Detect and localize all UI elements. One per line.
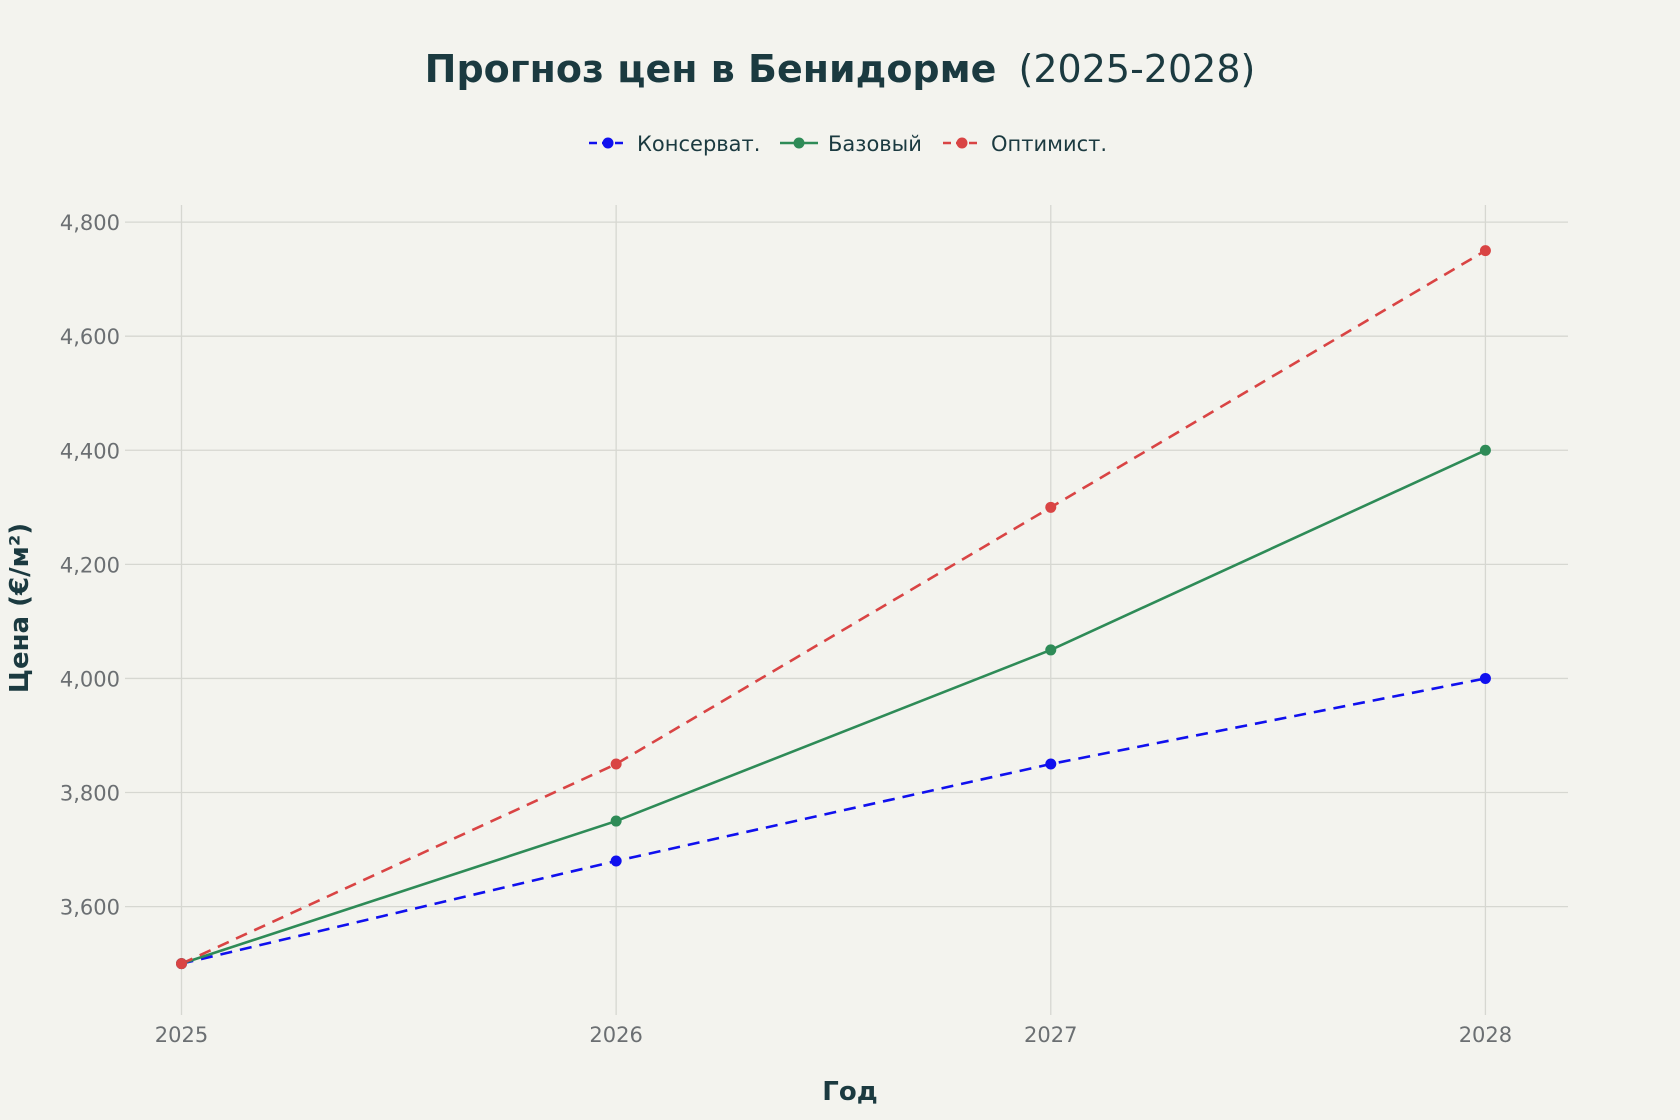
series-line xyxy=(181,677,1486,965)
legend-label: Консерват. xyxy=(637,132,760,156)
chart-title-main: Прогноз цен в Бенидорме xyxy=(425,47,997,91)
data-point xyxy=(610,815,622,827)
legend: Консерват. Базовый Оптимист. xyxy=(589,132,1107,156)
data-point xyxy=(1479,672,1491,684)
y-tick-label: 4,800 xyxy=(60,211,120,235)
x-tick-label: 2025 xyxy=(155,1023,208,1047)
legend-swatch-marker xyxy=(602,137,614,149)
y-tick-label: 4,000 xyxy=(60,667,120,691)
legend-swatch-marker xyxy=(956,137,968,149)
y-tick-label: 4,600 xyxy=(60,325,120,349)
data-point xyxy=(1479,444,1491,456)
data-point xyxy=(1045,758,1057,770)
data-point xyxy=(1045,501,1057,513)
plot-area xyxy=(176,245,1491,970)
chart-title: Прогноз цен в Бенидорме (2025-2028) xyxy=(425,47,1256,91)
x-tick-label: 2028 xyxy=(1459,1023,1512,1047)
legend-label: Оптимист. xyxy=(991,132,1107,156)
y-axis-title: Цена (€/м²) xyxy=(5,523,35,693)
y-tick-label: 3,600 xyxy=(60,896,120,920)
data-point xyxy=(1045,644,1057,656)
axis-ticks: 3,600 3,800 4,000 4,200 4,400 4,600 4,800 2025 2… xyxy=(60,211,1512,1047)
data-point xyxy=(610,855,622,867)
chart-title-suffix: (2025-2028) xyxy=(1019,47,1256,91)
y-tick-label: 4,200 xyxy=(60,553,120,577)
legend-label: Базовый xyxy=(828,132,922,156)
data-point xyxy=(176,958,188,970)
legend-swatch-marker xyxy=(793,137,805,149)
series-line xyxy=(180,249,1487,965)
y-tick-label: 4,400 xyxy=(60,439,120,463)
grid xyxy=(125,205,1568,1015)
x-tick-label: 2026 xyxy=(589,1023,642,1047)
data-point xyxy=(1479,245,1491,257)
x-tick-label: 2027 xyxy=(1024,1023,1077,1047)
x-axis-title: Год xyxy=(822,1077,877,1107)
data-point xyxy=(610,758,622,770)
series-line xyxy=(181,449,1486,965)
y-tick-label: 3,800 xyxy=(60,782,120,806)
